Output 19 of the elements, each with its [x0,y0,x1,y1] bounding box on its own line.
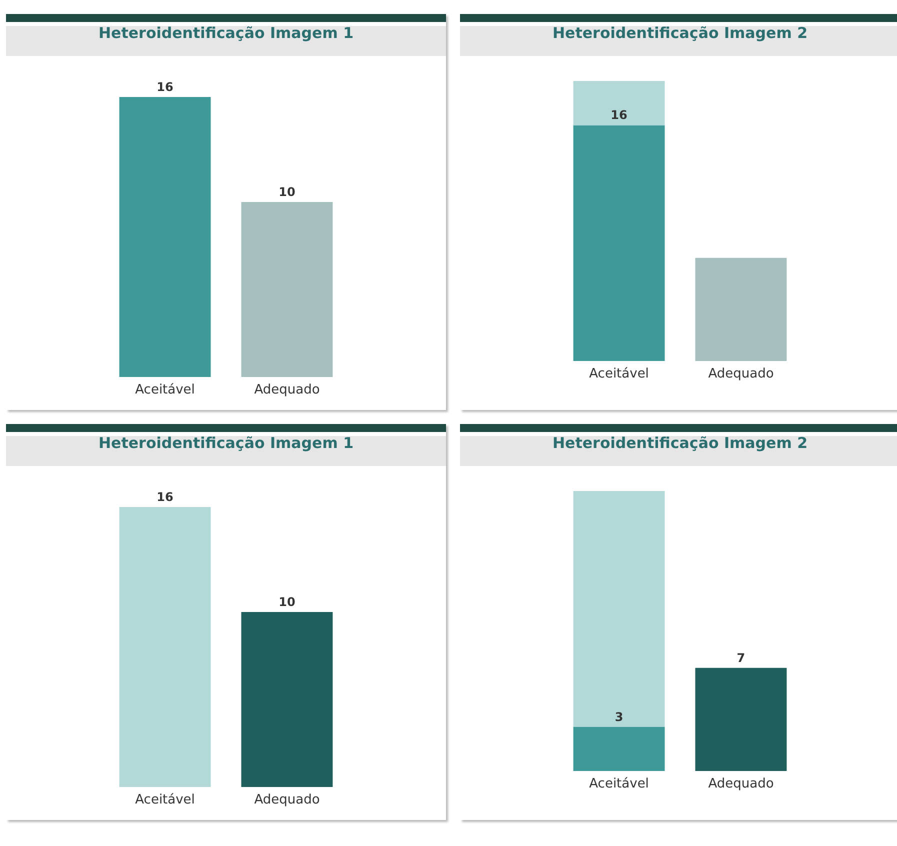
chart-title: Heteroidentificação Imagem 2 [552,24,808,42]
x-tick-label: Adequado [708,776,774,792]
data-label: 16 [156,80,174,94]
data-label: 7 [736,650,746,665]
data-label: 3 [614,710,624,724]
data-label: 10 [278,185,296,199]
x-tick-label: Adequado [254,382,320,398]
data-label: 10 [278,595,296,609]
chart-title: Heteroidentificação Imagem 2 [552,434,808,452]
x-tick-label: Aceitável [589,776,649,792]
x-tick-label: Aceitável [589,366,649,382]
x-tick-label: Adequado [254,792,320,808]
data-label: 16 [156,490,174,504]
data-label: 16 [610,108,628,122]
chart-title: Heteroidentificação Imagem 1 [98,24,354,42]
x-tick-label: Aceitável [135,792,195,808]
x-tick-label: Aceitável [135,382,195,398]
x-tick-label: Adequado [708,366,774,382]
chart-title: Heteroidentificação Imagem 1 [98,434,354,452]
